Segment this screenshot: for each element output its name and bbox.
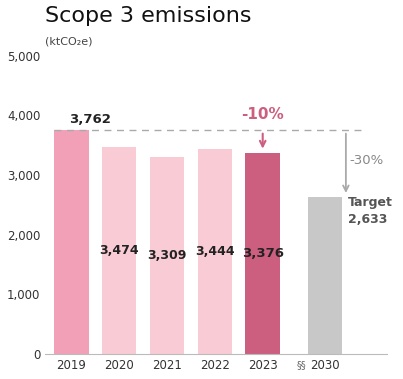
Text: -30%: -30% — [350, 154, 384, 167]
Text: Scope 3 emissions: Scope 3 emissions — [45, 6, 252, 26]
Text: 3,309: 3,309 — [147, 249, 187, 262]
Text: 3,762: 3,762 — [69, 113, 111, 126]
Text: 3,474: 3,474 — [100, 244, 139, 257]
Bar — [150, 157, 184, 354]
Text: §§: §§ — [297, 360, 307, 370]
Bar — [102, 147, 137, 354]
Text: 3,444: 3,444 — [195, 245, 235, 258]
Text: -10%: -10% — [241, 108, 284, 122]
Bar — [54, 130, 89, 354]
Text: (ktCO₂e): (ktCO₂e) — [45, 37, 93, 47]
Text: Target
2,633: Target 2,633 — [348, 196, 393, 226]
Bar — [307, 197, 342, 354]
Bar — [245, 153, 280, 354]
Text: 3,376: 3,376 — [242, 247, 284, 260]
Bar — [198, 149, 232, 354]
